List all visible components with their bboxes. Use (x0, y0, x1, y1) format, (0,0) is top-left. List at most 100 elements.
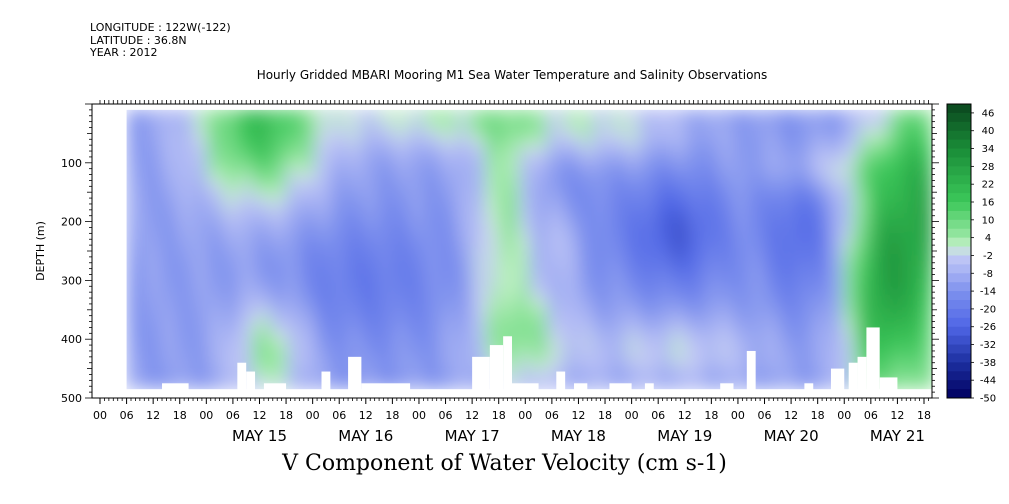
field-cell (672, 365, 683, 373)
y-tick-label: 200 (61, 216, 82, 229)
field-cell (493, 115, 504, 123)
field-cell (744, 138, 755, 146)
field-cell (735, 249, 746, 256)
field-cell (806, 161, 817, 169)
field-cell (914, 266, 925, 274)
field-cell (726, 353, 737, 361)
field-cell (618, 278, 629, 285)
field-cell (484, 243, 495, 251)
field-cell (314, 150, 325, 157)
field-cell (851, 219, 862, 227)
field-cell (502, 231, 513, 239)
field-cell (421, 225, 432, 233)
field-cell (780, 150, 791, 157)
field-cell (833, 161, 844, 169)
field-cell (502, 214, 513, 221)
field-cell (394, 347, 405, 355)
field-cell (609, 138, 620, 146)
field-cell (538, 208, 549, 216)
field-cell (663, 237, 674, 245)
field-cell (771, 190, 782, 198)
field-cell (556, 283, 567, 291)
field-cell (529, 289, 540, 297)
field-cell (556, 208, 567, 216)
field-cell (762, 359, 773, 367)
field-cell (287, 318, 298, 326)
field-cell (574, 144, 584, 152)
field-cell (260, 365, 271, 373)
field-cell (269, 324, 280, 332)
field-cell (833, 301, 844, 309)
field-cell (654, 365, 665, 373)
field-cell (627, 272, 638, 280)
field-cell (815, 283, 826, 291)
field-cell (663, 179, 674, 187)
field-cell (842, 237, 853, 245)
field-cell (323, 295, 334, 303)
field-cell (314, 214, 325, 221)
field-cell (484, 185, 495, 192)
field-cell (529, 377, 540, 384)
colorbar-segment (947, 228, 971, 239)
field-cell (502, 289, 513, 297)
field-cell (367, 132, 378, 140)
field-cell (726, 307, 737, 315)
field-cell (350, 150, 361, 157)
colorbar-segment (947, 121, 971, 132)
field-cell (869, 208, 880, 216)
field-cell (869, 313, 880, 320)
field-cell (869, 301, 880, 309)
field-cell (726, 266, 737, 274)
field-cell (574, 342, 584, 349)
field-cell (242, 318, 253, 326)
field-cell (502, 219, 513, 227)
field-cell (403, 155, 414, 163)
field-cell (457, 347, 468, 355)
field-cell (645, 260, 656, 268)
field-cell (556, 121, 567, 128)
field-cell (556, 132, 567, 140)
field-cell (341, 155, 352, 163)
field-cell (887, 336, 898, 344)
field-cell (242, 237, 253, 245)
field-cell (726, 371, 737, 379)
field-cell (896, 382, 907, 390)
field-cell (681, 377, 692, 384)
field-cell (699, 301, 710, 309)
field-cell (645, 342, 656, 349)
field-cell (484, 109, 495, 117)
field-cell (341, 318, 352, 326)
field-cell (780, 283, 791, 291)
field-cell (699, 336, 710, 344)
field-cell (789, 173, 799, 181)
field-cell (896, 336, 907, 344)
field-cell (439, 353, 450, 361)
field-cell (314, 121, 325, 128)
field-cell (493, 138, 504, 146)
field-cell (511, 318, 522, 326)
field-cell (905, 313, 916, 320)
field-cell (663, 196, 674, 204)
field-cell (170, 307, 181, 315)
field-cell (206, 365, 217, 373)
field-cell (126, 243, 137, 251)
field-cell (179, 371, 190, 379)
field-cell (215, 214, 226, 221)
field-cell (493, 196, 504, 204)
field-cell (448, 144, 459, 152)
field-cell (412, 231, 423, 239)
field-cell (367, 324, 378, 332)
field-cell (842, 249, 853, 256)
field-cell (296, 283, 307, 291)
field-cell (565, 324, 576, 332)
field-cell (394, 377, 405, 384)
field-cell (430, 347, 441, 355)
field-cell (511, 196, 522, 204)
field-cell (332, 132, 343, 140)
field-cell (717, 237, 728, 245)
field-cell (654, 313, 665, 320)
field-cell (690, 243, 701, 251)
field-cell (197, 307, 208, 315)
field-cell (636, 382, 647, 390)
field-cell (896, 318, 907, 326)
